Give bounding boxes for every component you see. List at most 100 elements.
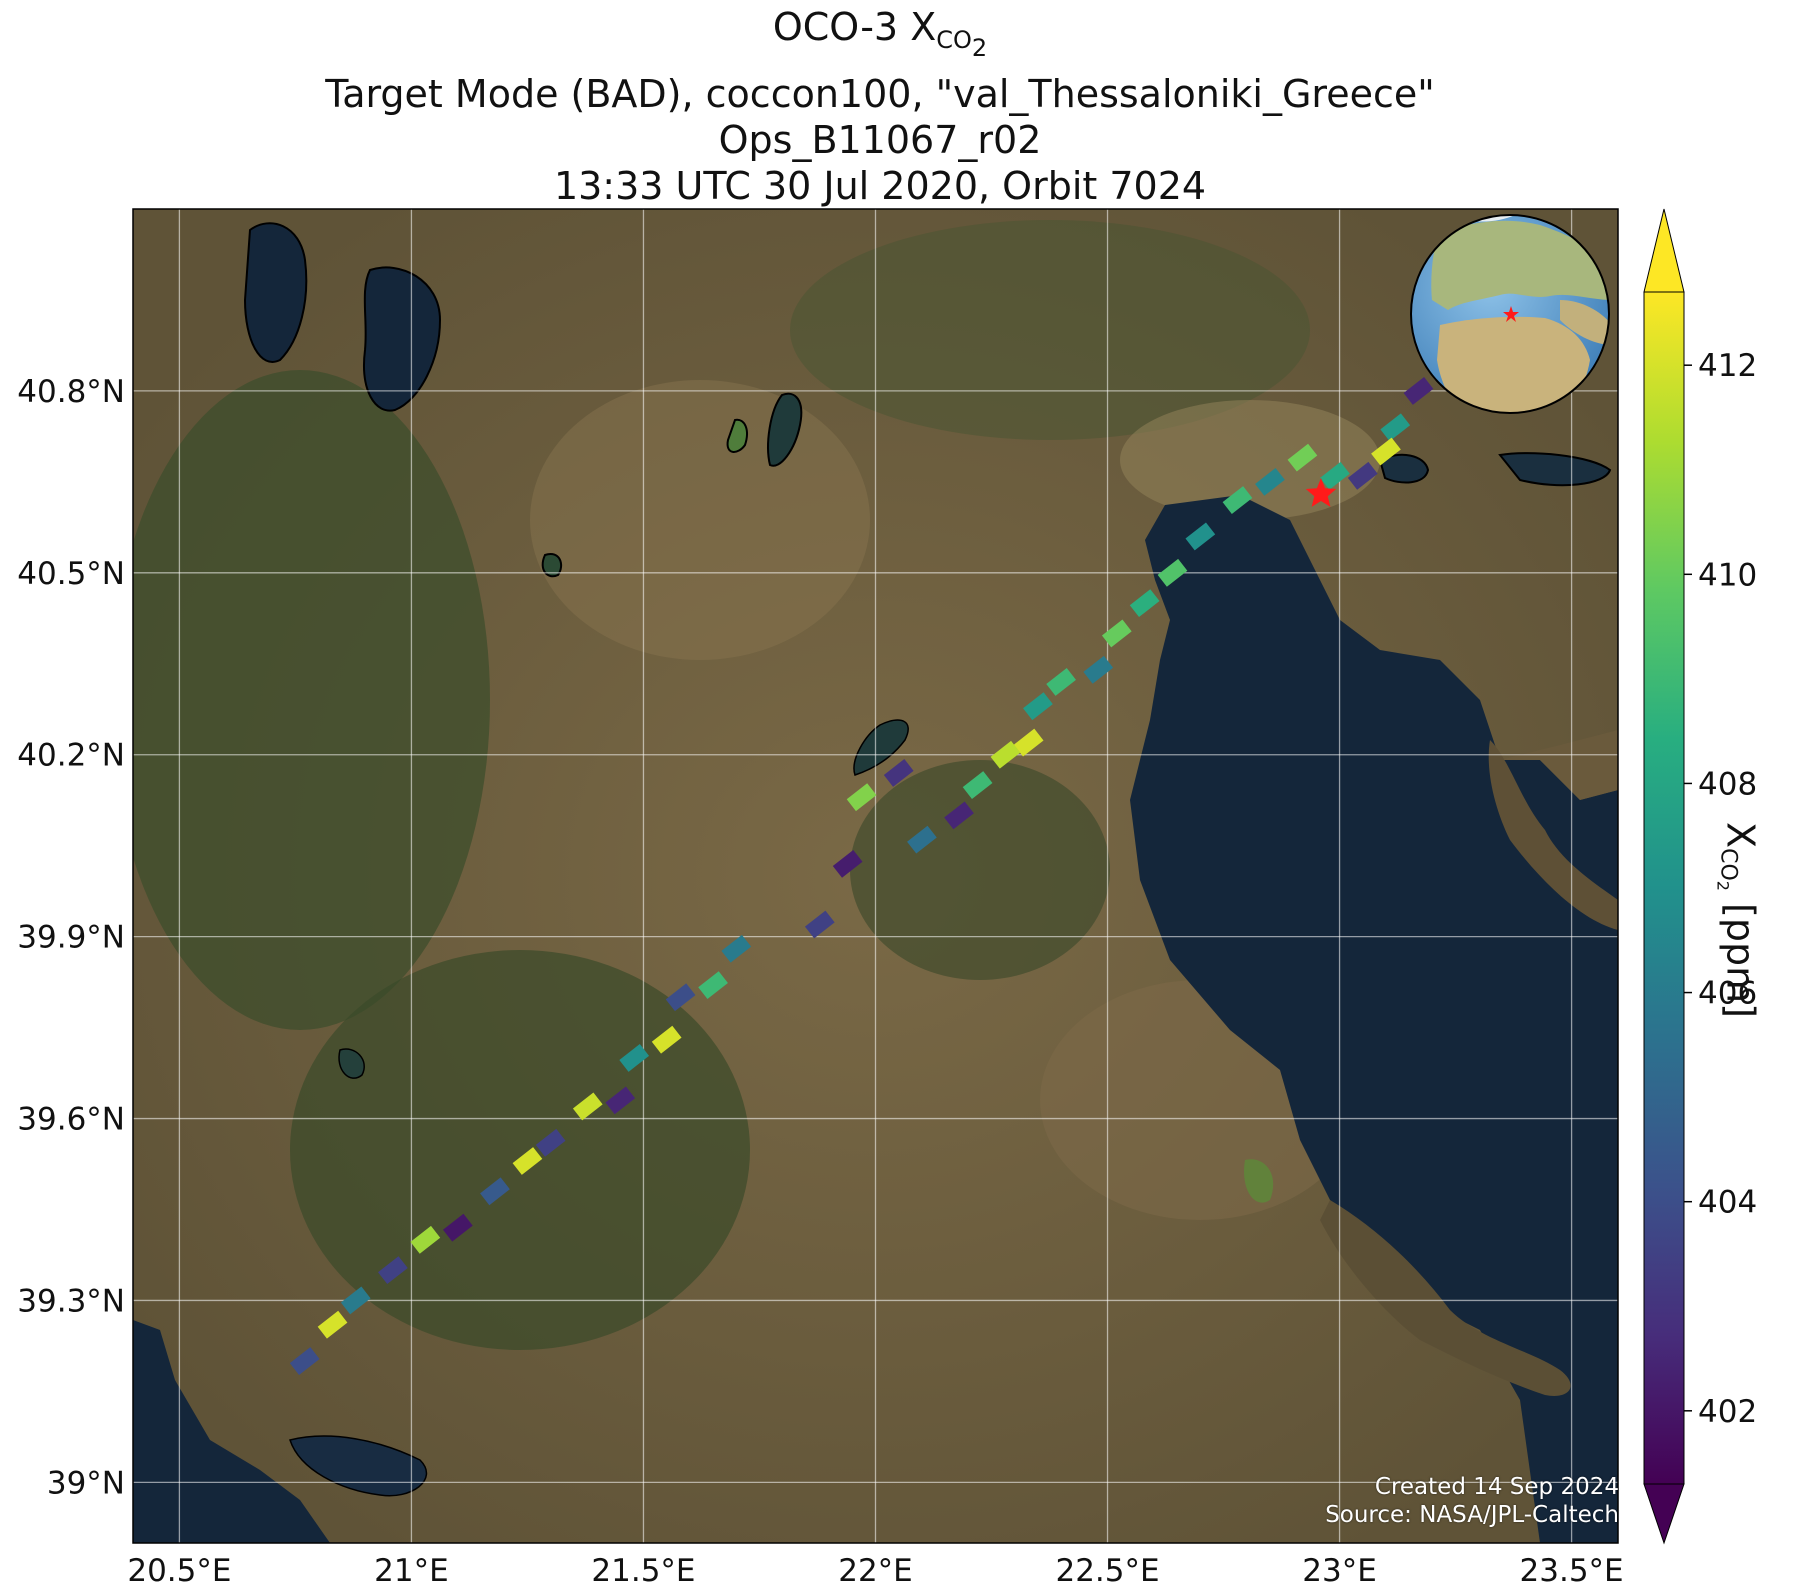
lat-tick-label: 40.8°N <box>17 374 125 410</box>
sounding-pixel <box>340 1286 371 1315</box>
sounding-pixel <box>1403 376 1434 405</box>
lake-karla <box>1244 1159 1274 1203</box>
lake-ohrid <box>243 222 308 363</box>
sounding-pixel <box>846 783 877 812</box>
colorbar-tick-label: 406 <box>1698 976 1757 1012</box>
colorbar-scale <box>1643 291 1685 1485</box>
sounding-pixel <box>944 801 974 830</box>
colorbar-tick-label: 412 <box>1698 348 1757 384</box>
sounding-pixel <box>605 1086 636 1115</box>
plateau <box>530 380 870 660</box>
sounding-pixel <box>1347 461 1378 490</box>
olympus-forest <box>850 760 1110 980</box>
sounding-pixel <box>665 983 696 1012</box>
lon-tick-label: 21°E <box>374 1553 449 1589</box>
longitude-axis: 20.5°E 21°E 21.5°E 22°E 22.5°E 23°E 23.5°E <box>127 1553 1623 1589</box>
lake-ioannina <box>338 1048 365 1079</box>
title-line-4: 13:33 UTC 30 Jul 2020, Orbit 7024 <box>553 164 1207 208</box>
colorbar: 402 404 406 408 410 412 <box>1643 208 1757 1545</box>
lake-koroneia <box>1378 453 1430 484</box>
pindus-forest <box>133 370 490 1030</box>
lat-tick-label: 39.6°N <box>17 1102 125 1138</box>
map-frame <box>132 208 1619 1544</box>
lake-volvi <box>1498 452 1612 487</box>
title-line-1: OCO-3 XCO2 <box>772 5 988 62</box>
sounding-pixel <box>378 1256 408 1285</box>
colorbar-tick-label: 402 <box>1698 1394 1757 1430</box>
created-date: Created 14 Sep 2024 <box>1374 1474 1619 1500</box>
lake-vegoritida <box>767 392 803 467</box>
credit-block: Created 14 Sep 2024 Source: NASA/JPL-Cal… <box>1325 1473 1619 1529</box>
sounding-pixel <box>1287 443 1318 472</box>
sounding-pixel <box>289 1347 320 1376</box>
colorbar-tick-label: 404 <box>1698 1185 1757 1221</box>
globe-africa <box>1437 316 1590 413</box>
lat-tick-label: 40.5°N <box>17 556 125 592</box>
sounding-pixel <box>721 934 752 963</box>
lon-tick-label: 22.5°E <box>1055 1553 1159 1589</box>
north-forest <box>790 220 1310 440</box>
sounding-pixel <box>832 849 863 878</box>
sounding-pixel <box>1380 413 1411 442</box>
sounding-pixel <box>1101 619 1132 648</box>
source-credit: Source: NASA/JPL-Caltech <box>1325 1502 1619 1528</box>
lat-tick-label: 39.3°N <box>17 1283 125 1319</box>
target-star-icon <box>1305 478 1337 507</box>
lat-tick-label: 39.9°N <box>17 920 125 956</box>
sounding-pixel <box>1222 486 1253 514</box>
sounding-pixel <box>1083 655 1114 684</box>
kassandra-peninsula <box>1488 740 1618 930</box>
lake-kastoria <box>541 553 563 578</box>
colorbar-tick-label: 408 <box>1698 766 1757 802</box>
graticule <box>133 209 1618 1543</box>
lat-tick-label: 40.2°N <box>17 738 125 774</box>
ambracian-gulf <box>289 1435 428 1497</box>
globe-arabia <box>1560 300 1609 345</box>
sounding-pixel <box>512 1147 543 1175</box>
sounding-pixel <box>480 1177 510 1206</box>
sounding-pixel <box>1320 461 1350 490</box>
colorbar-tick-label: 410 <box>1698 557 1757 593</box>
sounding-pixel <box>535 1128 566 1157</box>
sounding-pixel <box>651 1025 682 1054</box>
lon-tick-label: 20.5°E <box>127 1553 231 1589</box>
lon-tick-label: 22°E <box>838 1553 913 1589</box>
sounding-pixel <box>619 1043 650 1072</box>
pelion-peninsula <box>1320 1200 1571 1396</box>
colorbar-label: XCO2 [ppm] <box>1713 822 1763 1018</box>
colorbar-min-extension <box>1643 1483 1685 1545</box>
sounding-pixel <box>572 1092 603 1121</box>
sounding-pixel <box>1046 668 1076 696</box>
lake-petron <box>726 418 748 453</box>
lon-tick-label: 21.5°E <box>591 1553 695 1589</box>
lake-prespa <box>363 266 442 412</box>
xco2-soundings <box>289 376 1434 1376</box>
title-line-3: Ops_B11067_r02 <box>718 118 1042 162</box>
globe-europe <box>1431 220 1609 310</box>
sounding-pixel <box>1129 589 1160 618</box>
sounding-pixel <box>410 1225 441 1254</box>
title-line-2: Target Mode (BAD), coccon100, "val_Thess… <box>325 72 1435 116</box>
sounding-pixel <box>883 759 914 787</box>
sounding-pixel <box>442 1213 473 1242</box>
polyfytos-reservoir <box>853 719 909 776</box>
sounding-pixel <box>317 1310 348 1339</box>
colorbar-max-extension <box>1643 208 1685 293</box>
sounding-pixel <box>804 910 835 939</box>
sounding-pixel <box>1185 522 1216 551</box>
sounding-pixel <box>1157 558 1188 587</box>
sounding-pixel <box>907 825 937 854</box>
sounding-pixel <box>1023 692 1053 721</box>
sounding-pixel <box>990 740 1021 769</box>
sounding-pixel <box>1371 437 1401 466</box>
sounding-pixel <box>1255 467 1285 496</box>
globe-target-star-icon <box>1503 306 1519 322</box>
lon-tick-label: 23°E <box>1302 1553 1377 1589</box>
chalkidiki-land <box>1500 730 1618 800</box>
sounding-pixel <box>962 771 993 799</box>
sounding-pixel <box>1013 728 1044 757</box>
lon-tick-label: 23.5°E <box>1520 1553 1624 1589</box>
ionian-sea <box>133 1320 330 1543</box>
latitude-axis: 39°N 39.3°N 39.6°N 39.9°N 40.2°N 40.5°N 40.8°N <box>17 374 125 1501</box>
